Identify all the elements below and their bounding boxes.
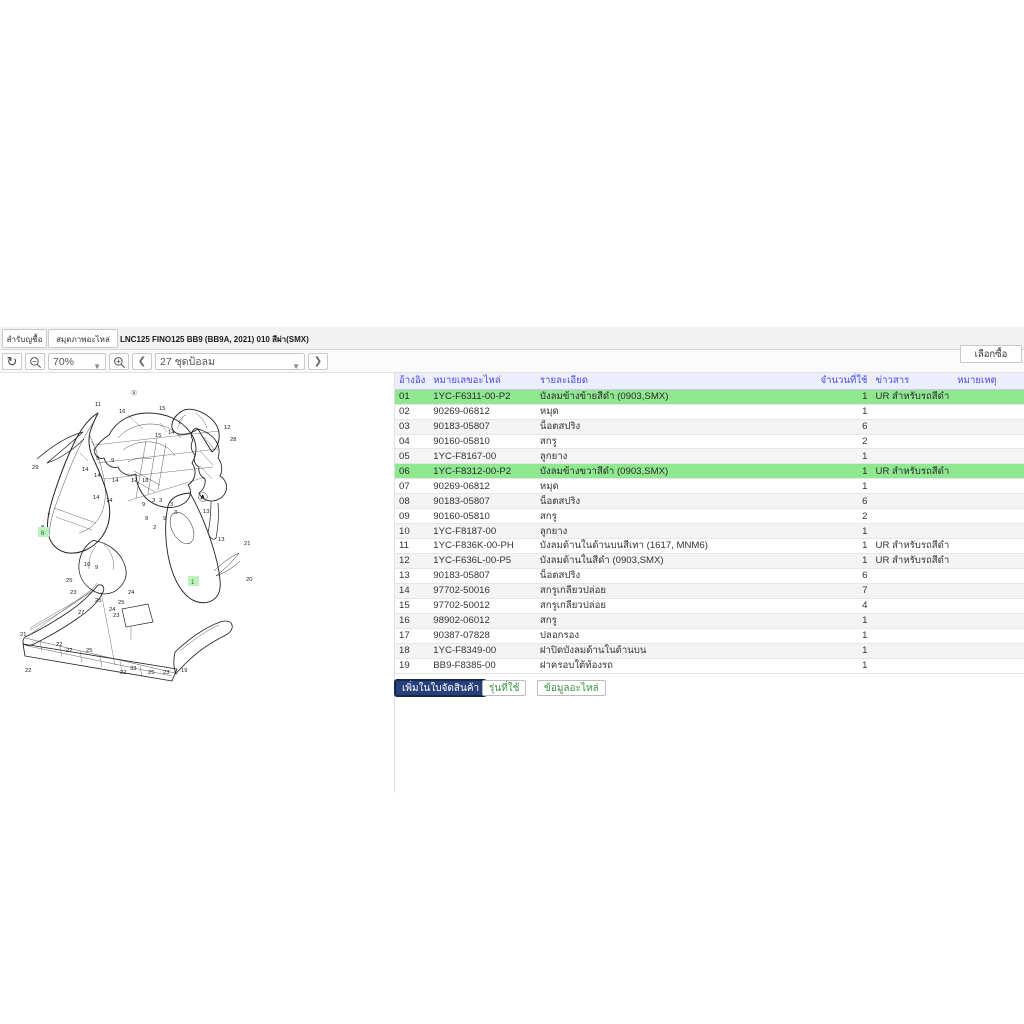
svg-text:9: 9 [96,456,99,462]
svg-text:Ⓐ: Ⓐ [131,389,137,397]
svg-text:9: 9 [95,565,98,571]
svg-text:2: 2 [153,525,156,531]
svg-text:27: 27 [78,610,84,616]
svg-text:25: 25 [148,670,154,676]
svg-text:22: 22 [56,642,62,648]
svg-text:28: 28 [230,437,236,443]
svg-text:29: 29 [32,465,38,471]
svg-text:9: 9 [142,502,145,508]
svg-text:A: A [201,495,205,501]
svg-text:13: 13 [218,537,224,543]
svg-text:17: 17 [131,478,137,484]
svg-text:7: 7 [47,513,50,519]
svg-text:10: 10 [84,562,90,568]
svg-text:23: 23 [163,670,169,676]
svg-text:19: 19 [181,668,187,674]
svg-text:3: 3 [152,498,155,504]
svg-text:3: 3 [159,498,162,504]
svg-text:12: 12 [224,425,230,431]
svg-text:9: 9 [163,516,166,522]
svg-text:14: 14 [106,498,113,504]
svg-text:15: 15 [155,433,161,439]
svg-text:14: 14 [168,430,175,436]
svg-text:25: 25 [118,600,124,606]
svg-text:14: 14 [112,478,119,484]
svg-text:33: 33 [130,666,136,672]
svg-text:11: 11 [95,402,101,408]
svg-text:22: 22 [66,648,72,654]
svg-text:25: 25 [66,578,72,584]
svg-text:9: 9 [145,516,148,522]
svg-text:16: 16 [119,409,125,415]
svg-text:25: 25 [95,598,101,604]
svg-text:15: 15 [159,406,165,412]
svg-text:14: 14 [94,473,101,479]
svg-text:3: 3 [170,502,173,508]
svg-text:25: 25 [86,648,92,654]
svg-text:9: 9 [111,458,114,464]
svg-text:23: 23 [70,590,76,596]
svg-text:22: 22 [120,670,126,676]
svg-text:24: 24 [128,590,135,596]
svg-text:23: 23 [113,613,119,619]
svg-text:13: 13 [203,509,209,515]
svg-text:21: 21 [20,632,26,638]
svg-text:22: 22 [25,668,31,674]
svg-text:3: 3 [174,510,177,516]
svg-text:14: 14 [93,495,100,501]
svg-text:18: 18 [142,478,148,484]
svg-text:21: 21 [244,541,250,547]
svg-text:14: 14 [82,467,89,473]
svg-text:20: 20 [246,577,252,583]
